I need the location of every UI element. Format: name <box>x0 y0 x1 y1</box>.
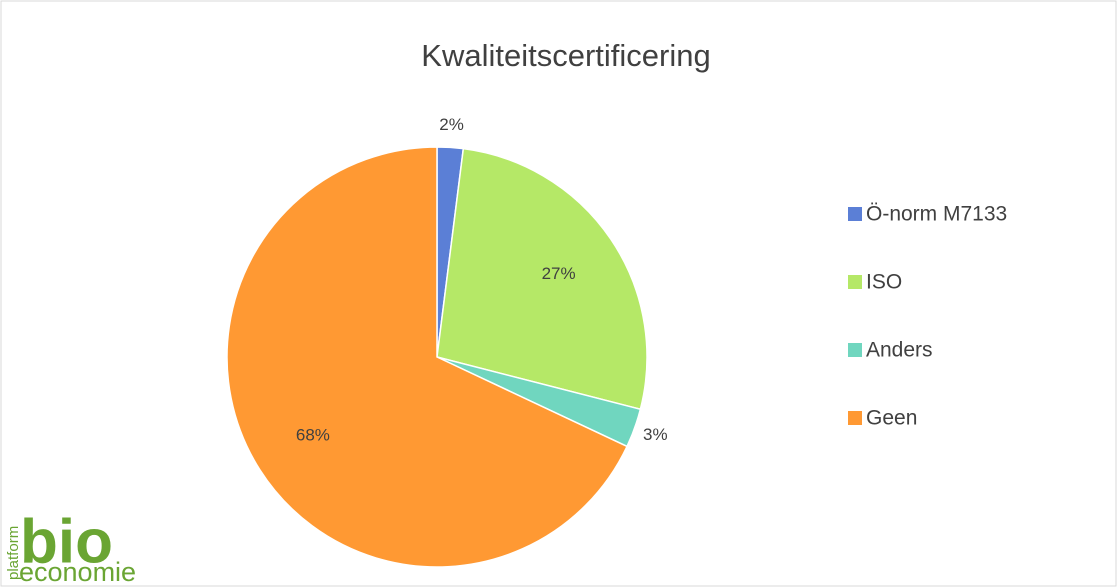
chart-title: Kwaliteitscertificering <box>421 38 710 73</box>
legend-label: Ö-norm M7133 <box>866 203 1007 226</box>
legend-swatch <box>848 275 862 289</box>
data-label: 27% <box>542 264 576 283</box>
data-label: 68% <box>296 425 330 444</box>
logo-main: bio <box>20 507 113 576</box>
logo-top: platform <box>5 526 22 580</box>
legend-swatch <box>848 207 862 221</box>
legend-swatch <box>848 411 862 425</box>
legend-label: Anders <box>866 339 933 362</box>
logo-bottom: economie <box>19 557 136 587</box>
legend-swatch <box>848 343 862 357</box>
legend-label: ISO <box>866 271 902 294</box>
data-label: 3% <box>643 425 668 444</box>
legend-label: Geen <box>866 407 917 430</box>
pie-slice <box>226 146 629 568</box>
logo: bio economie platform <box>5 507 136 587</box>
pie-slice <box>436 147 648 411</box>
data-label: 2% <box>439 115 464 134</box>
